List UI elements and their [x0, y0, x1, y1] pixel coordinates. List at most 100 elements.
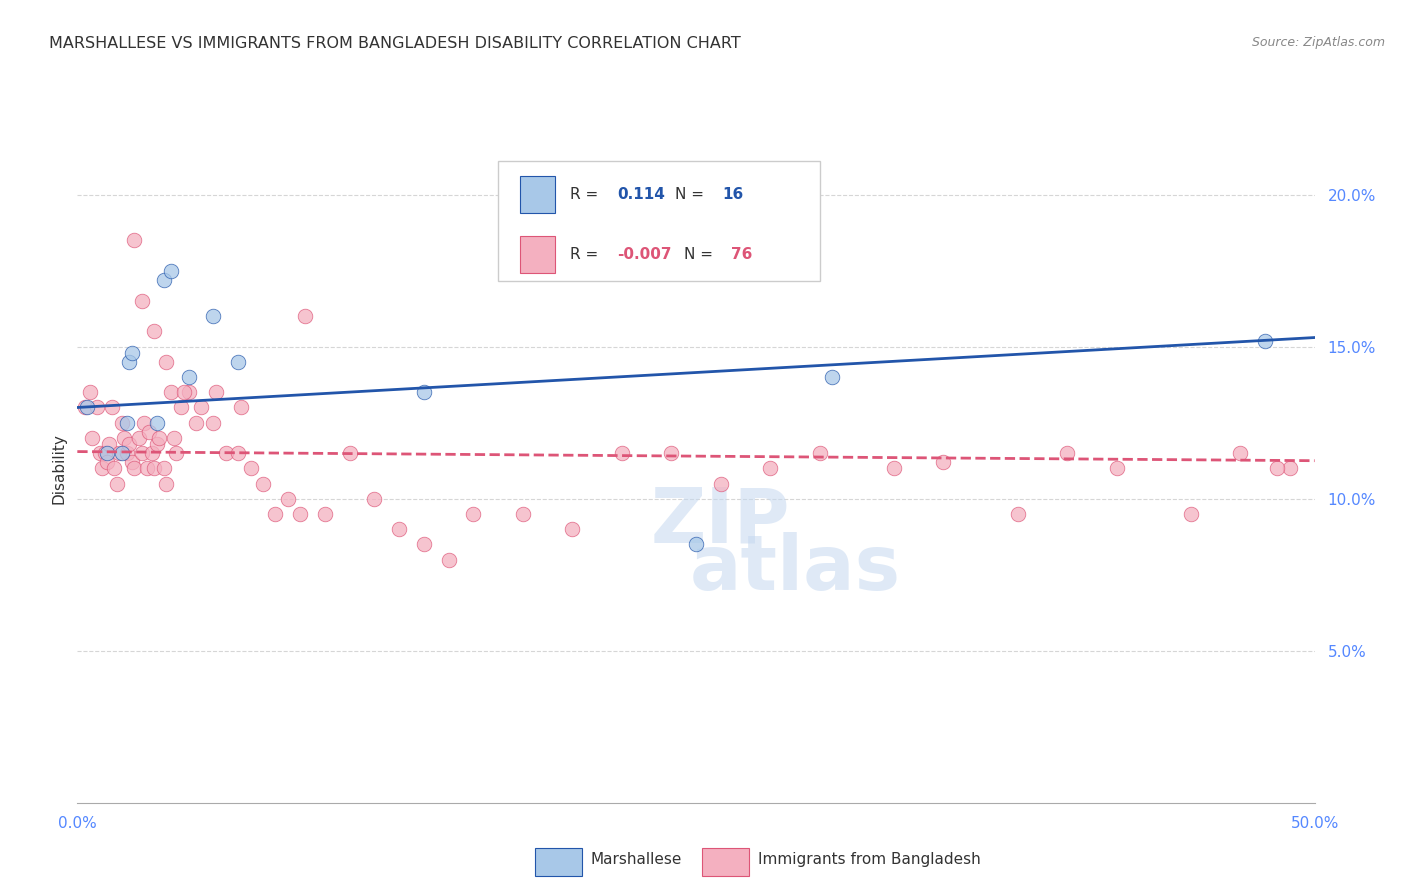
Point — [202, 416, 225, 430]
Point — [143, 461, 166, 475]
Text: MARSHALLESE VS IMMIGRANTS FROM BANGLADESH DISABILITY CORRELATION CHART: MARSHALLESE VS IMMIGRANTS FROM BANGLADES… — [49, 36, 741, 51]
Point — [153, 461, 176, 475]
Point — [339, 446, 361, 460]
Point — [363, 491, 385, 506]
Text: R =: R = — [569, 186, 603, 202]
Point — [561, 522, 583, 536]
Point — [89, 446, 111, 460]
Point — [314, 507, 336, 521]
Point — [1254, 334, 1277, 348]
Point — [610, 446, 633, 460]
Point — [463, 507, 485, 521]
Text: -0.007: -0.007 — [617, 247, 671, 262]
Text: atlas: atlas — [689, 532, 900, 606]
Point — [177, 370, 200, 384]
Point — [122, 461, 145, 475]
Point — [239, 461, 262, 475]
Point — [112, 431, 135, 445]
Point — [128, 431, 150, 445]
Point — [118, 437, 141, 451]
Point — [122, 233, 145, 247]
FancyBboxPatch shape — [520, 236, 555, 273]
Point — [79, 385, 101, 400]
Text: N =: N = — [675, 186, 709, 202]
Text: 16: 16 — [721, 186, 744, 202]
Point — [288, 507, 311, 521]
Point — [226, 446, 249, 460]
Point — [264, 507, 287, 521]
Text: Immigrants from Bangladesh: Immigrants from Bangladesh — [758, 852, 980, 867]
Point — [883, 461, 905, 475]
Point — [155, 476, 177, 491]
Point — [1056, 446, 1078, 460]
Point — [121, 345, 143, 359]
Point — [131, 294, 153, 309]
Point — [145, 437, 167, 451]
Point — [226, 355, 249, 369]
Text: R =: R = — [569, 247, 603, 262]
Point — [96, 455, 118, 469]
Point — [160, 263, 183, 277]
Y-axis label: Disability: Disability — [51, 433, 66, 504]
Point — [1105, 461, 1128, 475]
Text: Source: ZipAtlas.com: Source: ZipAtlas.com — [1251, 36, 1385, 49]
Point — [131, 446, 153, 460]
Point — [215, 446, 238, 460]
Point — [160, 385, 183, 400]
Point — [86, 401, 108, 415]
Point — [184, 416, 207, 430]
Point — [163, 431, 186, 445]
Point — [135, 461, 157, 475]
Point — [134, 416, 156, 430]
Point — [141, 446, 163, 460]
Point — [98, 437, 121, 451]
Point — [145, 416, 167, 430]
FancyBboxPatch shape — [520, 176, 555, 212]
Point — [659, 446, 682, 460]
Point — [759, 461, 782, 475]
Point — [437, 552, 460, 566]
FancyBboxPatch shape — [536, 848, 582, 876]
Point — [82, 431, 104, 445]
Point — [1267, 461, 1289, 475]
Point — [138, 425, 160, 439]
Point — [91, 461, 114, 475]
Text: 76: 76 — [731, 247, 752, 262]
Point — [118, 355, 141, 369]
Point — [190, 401, 212, 415]
Text: N =: N = — [683, 247, 717, 262]
Point — [1180, 507, 1202, 521]
Point — [148, 431, 170, 445]
FancyBboxPatch shape — [702, 848, 749, 876]
Text: Marshallese: Marshallese — [591, 852, 682, 867]
Text: 0.114: 0.114 — [617, 186, 665, 202]
Point — [412, 385, 434, 400]
Point — [1278, 461, 1301, 475]
Point — [170, 401, 193, 415]
Point — [412, 537, 434, 551]
Point — [277, 491, 299, 506]
Point — [685, 537, 707, 551]
Point — [932, 455, 955, 469]
Point — [202, 310, 225, 324]
Point — [710, 476, 733, 491]
Point — [177, 385, 200, 400]
Point — [115, 416, 138, 430]
Point — [108, 446, 131, 460]
Point — [121, 455, 143, 469]
Point — [101, 401, 124, 415]
Point — [808, 446, 831, 460]
Point — [96, 446, 118, 460]
Point — [73, 401, 96, 415]
Point — [115, 446, 138, 460]
FancyBboxPatch shape — [498, 161, 820, 281]
Point — [105, 476, 128, 491]
Point — [512, 507, 534, 521]
Point — [153, 273, 176, 287]
Text: ZIP: ZIP — [651, 485, 790, 558]
Point — [111, 416, 134, 430]
Point — [205, 385, 228, 400]
Point — [388, 522, 411, 536]
Point — [1007, 507, 1029, 521]
Point — [1229, 446, 1251, 460]
